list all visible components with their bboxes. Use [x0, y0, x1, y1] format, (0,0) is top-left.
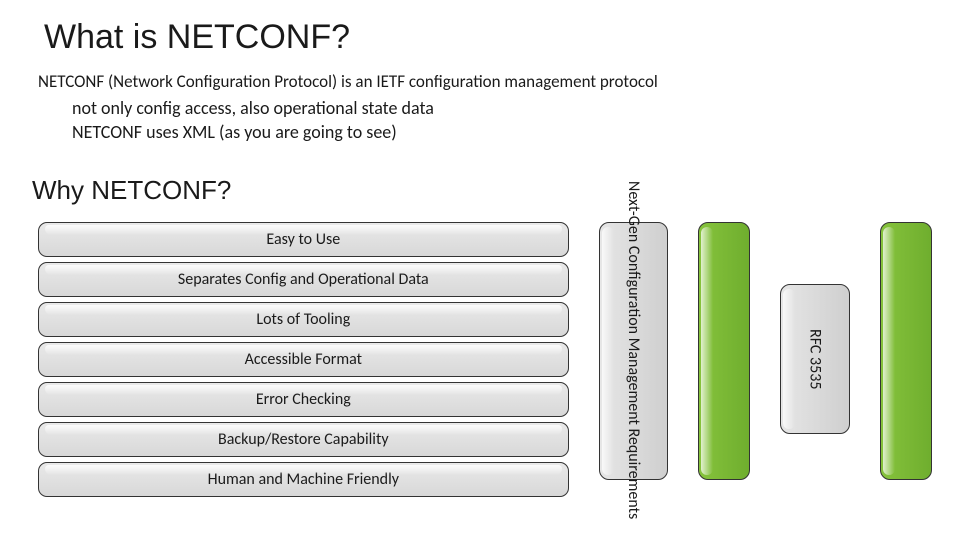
description-sub2: NETCONF uses XML (as you are going to se… [72, 120, 932, 144]
feature-pill: Easy to Use [38, 222, 569, 257]
category-label: Next-Gen Configuration Management Requir… [624, 181, 643, 519]
spacer-box [698, 222, 750, 480]
feature-pill: Backup/Restore Capability [38, 422, 569, 457]
category-box-rfc: RFC 3535 [780, 284, 850, 434]
slide-title: What is NETCONF? [44, 18, 932, 57]
description-line: NETCONF (Network Configuration Protocol)… [38, 71, 932, 94]
slide-subtitle: Why NETCONF? [32, 175, 932, 206]
slide: What is NETCONF? NETCONF (Network Config… [0, 0, 960, 540]
category-label: RFC 3535 [806, 329, 825, 389]
diagram: Easy to Use Separates Config and Operati… [38, 222, 932, 497]
feature-pill: Error Checking [38, 382, 569, 417]
category-box-requirements: Next-Gen Configuration Management Requir… [599, 222, 669, 480]
feature-pill: Human and Machine Friendly [38, 462, 569, 497]
feature-pill-list: Easy to Use Separates Config and Operati… [38, 222, 569, 497]
feature-pill: Lots of Tooling [38, 302, 569, 337]
spacer-box [880, 222, 932, 480]
feature-pill: Separates Config and Operational Data [38, 262, 569, 297]
description-sub1: not only config access, also operational… [72, 96, 932, 120]
feature-pill: Accessible Format [38, 342, 569, 377]
